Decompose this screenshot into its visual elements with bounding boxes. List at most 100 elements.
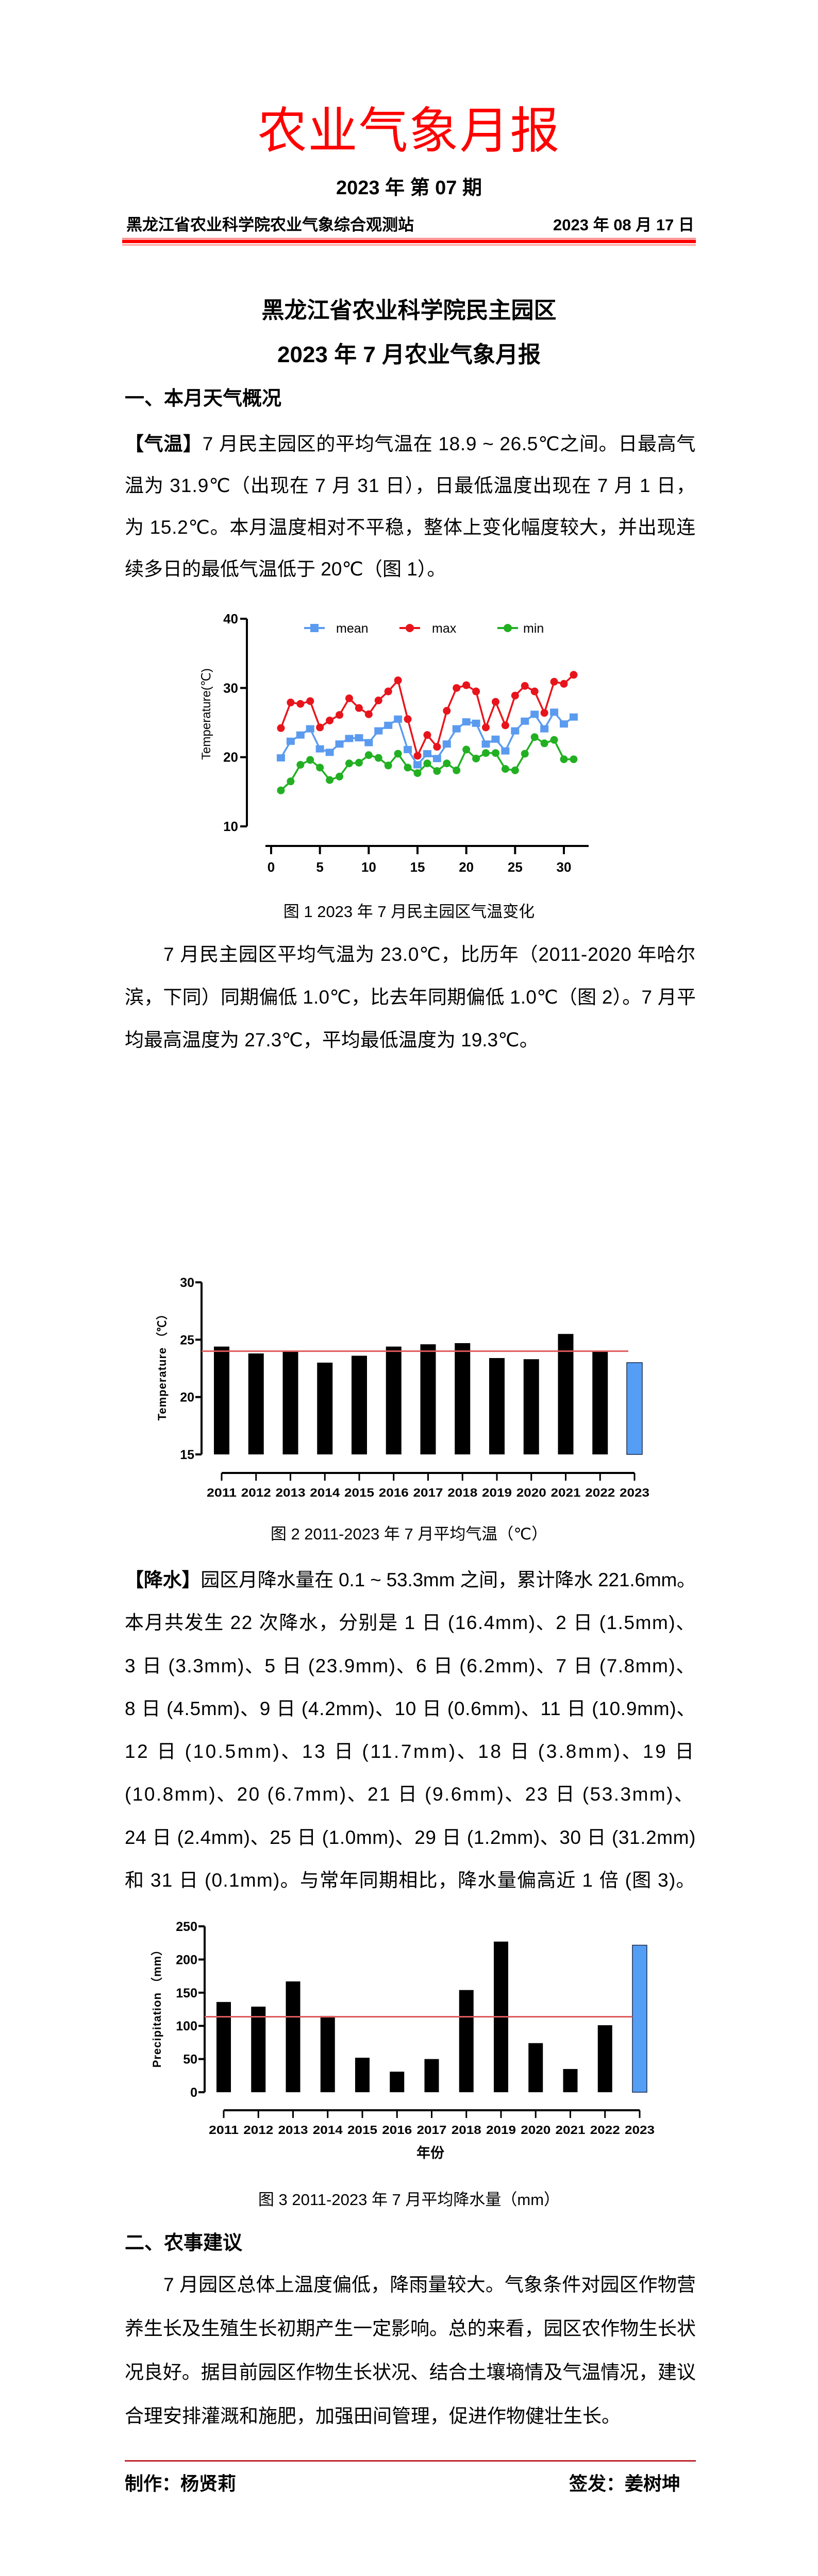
x-tick-label: 2013 (278, 2123, 308, 2137)
x-tick-label: 2020 (521, 2123, 550, 2137)
data-point-max (423, 731, 431, 739)
y-tick-label: 15 (180, 1448, 194, 1462)
x-axis-label: 年份 (416, 2145, 444, 2161)
paragraph-line: 8 日 (4.5mm)、9 日 (4.2mm)、10 日 (0.6mm)、11 … (125, 1698, 696, 1719)
data-point-max (453, 684, 461, 692)
data-point-mean (306, 725, 314, 733)
bar (355, 2058, 370, 2092)
y-tick-label: 30 (223, 680, 238, 696)
x-tick-label: 2017 (413, 1486, 443, 1499)
x-tick-label: 20 (459, 859, 474, 875)
data-point-max (462, 681, 471, 689)
bar (523, 1359, 539, 1454)
data-point-min (355, 758, 363, 767)
y-tick-label: 30 (180, 1276, 194, 1290)
data-point-min (316, 764, 324, 772)
data-point-mean (540, 725, 549, 733)
data-point-min (306, 756, 314, 764)
y-tick-label: 150 (176, 1986, 197, 2001)
section1-title: 一、本月天气概况 (125, 388, 282, 410)
x-tick-label: 2019 (486, 2123, 516, 2137)
x-tick-label: 2015 (347, 2123, 377, 2137)
figure2-caption: 图 2 2011-2023 年 7 月平均气温（℃） (270, 1525, 548, 1543)
x-tick-label: 2022 (585, 1486, 615, 1499)
bar (489, 1358, 505, 1454)
header-rule-thick (122, 240, 696, 243)
data-point-mean (325, 749, 334, 756)
author-credit: 制作：杨贤莉 (125, 2473, 237, 2494)
line-text: 园区月降水量在 0.1 ~ 53.3mm 之间，累计降水 221.6mm。 (201, 1569, 696, 1590)
data-point-max (287, 699, 295, 707)
y-tick-label: 10 (223, 819, 238, 834)
paragraph-line: 和 31 日 (0.1mm)。与常年同期相比，降水量偏高近 1 倍 (图 3)。 (125, 1870, 696, 1891)
data-point-mean (423, 750, 431, 757)
data-point-min (423, 759, 431, 768)
x-tick-label: 2014 (313, 2123, 343, 2137)
bar-current-year (626, 1362, 643, 1455)
data-point-min (472, 754, 480, 762)
data-point-mean (530, 710, 539, 718)
paragraph-line: 温为 31.9℃（出现在 7 月 31 日），日最低温度出现在 7 月 1 日， (125, 475, 696, 496)
series-mean (276, 708, 578, 769)
bar (597, 2025, 612, 2092)
paragraph-line: (10.8mm)、20 (6.7mm)、21 日 (9.6mm)、23 日 (5… (125, 1784, 695, 1805)
data-point-mean (442, 740, 451, 748)
paragraph-line: 滨，下同）同期偏低 1.0℃，比去年同期偏低 1.0℃（图 2）。7 月平 (125, 987, 696, 1008)
y-tick-label: 40 (223, 611, 238, 626)
data-point-max (394, 676, 402, 685)
data-point-min (482, 749, 490, 757)
data-point-max (540, 709, 548, 717)
paragraph-line: 均最高温度为 27.3℃，平均最低温度为 19.3℃。 (125, 1029, 539, 1050)
y-axis-label: Temperature （℃） (156, 1308, 169, 1421)
data-point-min (521, 750, 529, 758)
data-point-mean (315, 745, 324, 753)
data-point-min (287, 777, 295, 786)
data-point-min (345, 759, 353, 768)
footer-rule (125, 2460, 696, 2462)
charts-layer: 10 20 30 40 Temperature(℃) 0 5 10 15 20 25 30 mean ma… (151, 611, 655, 2161)
data-point-min (570, 755, 578, 764)
data-point-max (355, 704, 363, 712)
x-tick-label: 2016 (379, 1486, 409, 1499)
data-point-max (433, 743, 441, 751)
data-point-max (345, 694, 353, 702)
x-tick-label: 2021 (551, 1486, 581, 1499)
data-point-min (404, 764, 412, 772)
x-tick-label: 2013 (276, 1486, 306, 1499)
data-point-mean (550, 708, 559, 716)
paragraph-line: 养生长及生殖生长初期产生一定影响。总的来看，园区农作物生长状 (125, 2318, 696, 2339)
section2-title: 二、农事建议 (125, 2232, 243, 2254)
paragraph-line: 为 15.2℃。本月温度相对不平稳，整体上变化幅度较大，并出现连 (125, 517, 696, 538)
data-point-mean (569, 713, 578, 721)
data-point-mean (462, 718, 471, 726)
bar (214, 1346, 229, 1454)
x-tick-label: 2018 (452, 2123, 481, 2137)
organization-name: 黑龙江省农业科学院农业气象综合观测站 (126, 216, 414, 234)
bar (216, 2002, 231, 2092)
y-tick-label: 250 (176, 1920, 197, 1934)
y-axis-label: Temperature(℃) (199, 668, 213, 760)
data-point-mean (276, 754, 285, 762)
data-point-max (560, 680, 568, 688)
legend-label-max: max (432, 621, 457, 636)
x-tick-label: 2022 (590, 2123, 620, 2137)
issue-number: 2023 年 第 07 期 (336, 177, 482, 199)
paragraph-line: 24 日 (2.4mm)、25 日 (1.0mm)、29 日 (1.2mm)、3… (125, 1826, 696, 1848)
data-point-min (277, 786, 285, 794)
publish-date: 2023 年 08 月 17 日 (553, 216, 694, 234)
data-point-max (413, 752, 422, 760)
report-page: 农业气象月报 2023 年 第 07 期 黑龙江省农业科学院农业气象综合观测站 … (122, 105, 696, 2494)
data-point-min (453, 766, 461, 774)
bar (592, 1351, 608, 1454)
data-point-mean (394, 715, 403, 723)
data-point-max (336, 711, 344, 719)
data-point-max (550, 677, 558, 686)
temperature-summary-paragraph: 7 月民主园区平均气温为 23.0℃，比历年（2011-2020 年哈尔 滨，下… (125, 933, 696, 1061)
data-point-mean (511, 727, 520, 735)
bar (251, 2006, 266, 2092)
x-tick-label: 15 (410, 859, 425, 875)
data-point-max (443, 707, 451, 715)
data-point-min (433, 767, 441, 775)
data-point-mean (413, 761, 422, 769)
data-point-min (511, 766, 519, 774)
